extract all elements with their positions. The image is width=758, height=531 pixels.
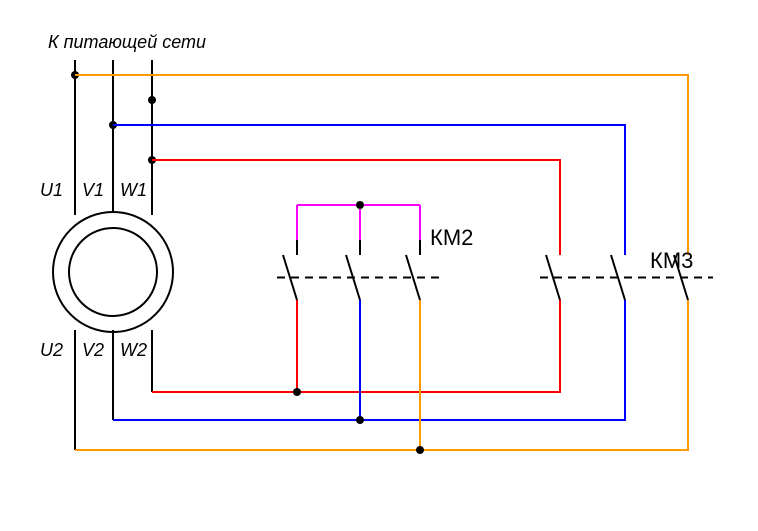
terminal-u1: U1: [40, 180, 63, 201]
terminal-w1: W1: [120, 180, 147, 201]
schematic-canvas: [0, 0, 758, 531]
title-label: К питающей сети: [48, 32, 206, 53]
terminal-v1: V1: [82, 180, 104, 201]
terminal-v2: V2: [82, 340, 104, 361]
terminal-u2: U2: [40, 340, 63, 361]
terminal-w2: W2: [120, 340, 147, 361]
contactor-km3-label: КМ3: [650, 248, 693, 274]
contactor-km2-label: КМ2: [430, 225, 473, 251]
